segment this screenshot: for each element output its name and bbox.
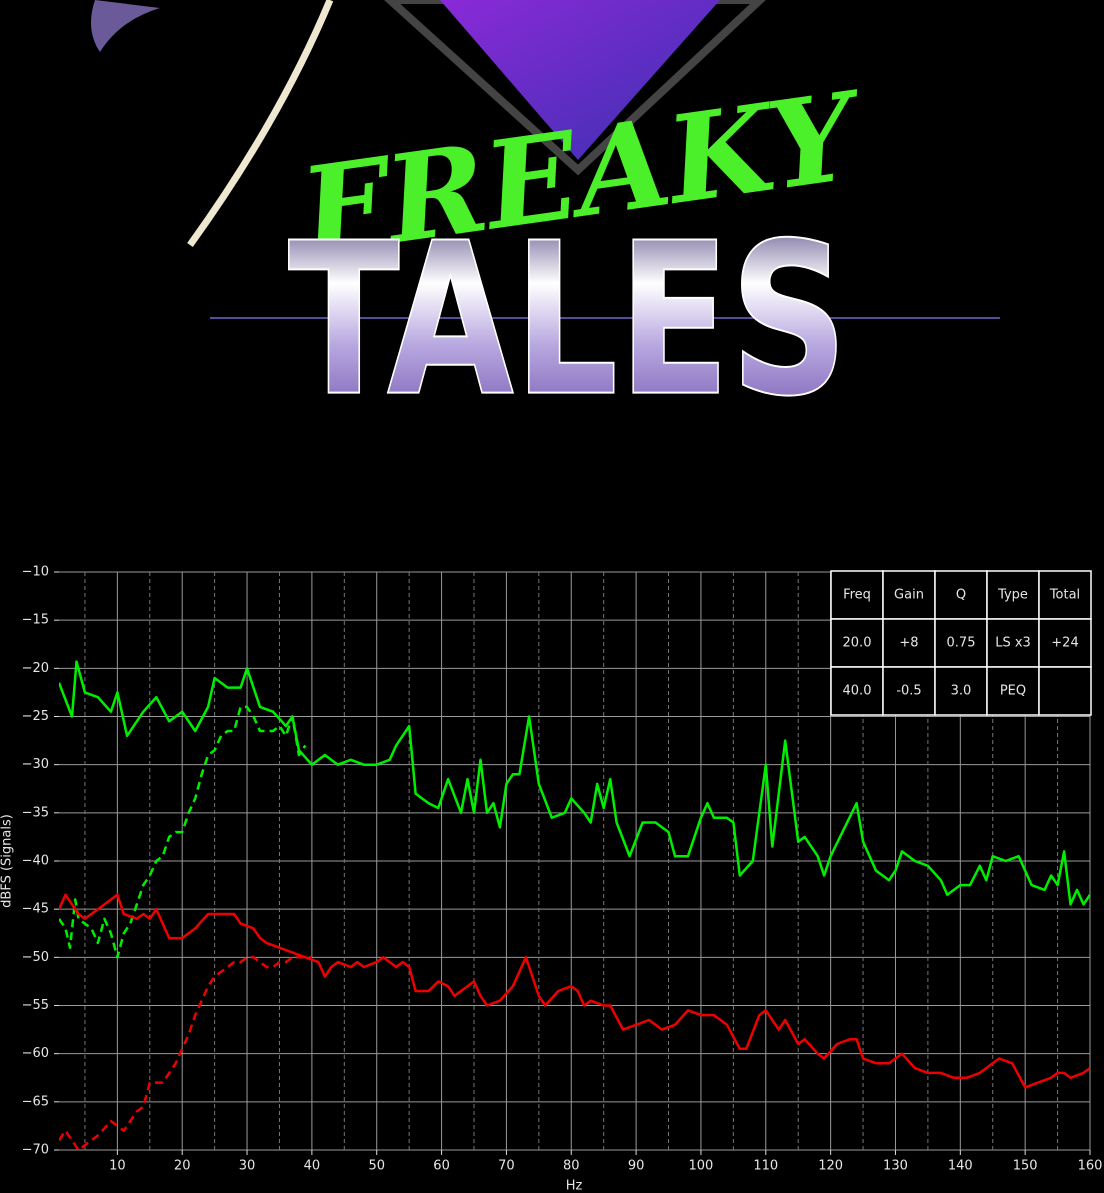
poster: FREAKY TALES [0,0,1104,545]
y-tick-label: −30 [22,757,49,772]
x-tick-label: 100 [689,1159,714,1174]
y-tick-label: −25 [22,709,49,724]
chart: Hz dBFS (Signals) −70 −65 −60 −55 −50 −45 −40 −… [0,565,1102,1193]
x-tick-label: 10 [109,1159,126,1174]
table-cell-text: 40.0 [843,684,872,699]
table-header: Gain [894,588,924,603]
table-cell-text: 20.0 [843,636,872,651]
table-cell-text: 3.0 [951,684,972,699]
y-tick-label: −60 [22,1046,49,1061]
y-tick-label: −70 [22,1143,49,1158]
table-cell-text: +24 [1051,636,1078,651]
y-tick-label: −65 [22,1094,49,1109]
y-tick-label: −40 [22,854,49,869]
table-cell-text: PEQ [1000,684,1026,699]
y-tick-label: −45 [22,902,49,917]
x-tick-label: 130 [883,1159,908,1174]
x-tick-label: 80 [563,1159,580,1174]
y-tick-label: −20 [22,661,49,676]
table-cell-text: +8 [899,636,918,651]
table-header: Total [1049,588,1080,603]
x-tick-label: 140 [948,1159,973,1174]
table-header: Q [956,588,966,603]
x-tick-label: 120 [818,1159,843,1174]
poster-triangle [440,0,720,160]
poster-frame [384,0,766,176]
poster-blade [187,0,334,248]
table-cell [830,666,884,716]
table-cell [882,570,936,620]
table-cell-text: LS x3 [995,636,1031,651]
series-line [59,893,1090,1089]
y-axis-label: dBFS (Signals) [0,814,15,908]
x-tick-label: 150 [1013,1159,1038,1174]
poster-subtitle: TALES [288,198,848,443]
table-cell [1038,666,1092,716]
y-tick-label: −15 [22,613,49,628]
y-tick-label: −50 [22,950,49,965]
x-tick-label: 50 [368,1159,385,1174]
table-header: Freq [843,588,871,603]
x-tick-label: 110 [753,1159,778,1174]
table-cell-text: -0.5 [896,684,921,699]
poster-axe [91,0,160,52]
x-tick-label: 160 [1078,1159,1103,1174]
x-tick-label: 90 [628,1159,645,1174]
table-header: Type [997,588,1028,603]
x-tick-label: 40 [304,1159,321,1174]
table-cell [934,666,988,716]
x-tick-label: 60 [433,1159,450,1174]
y-tick-label: −55 [22,998,49,1013]
x-axis-label: Hz [566,1179,583,1193]
y-tick-label: −35 [22,805,49,820]
y-tick-label: −10 [22,565,49,580]
x-tick-label: 20 [174,1159,191,1174]
x-tick-label: 70 [498,1159,515,1174]
series-line [59,660,1090,906]
series-line [59,956,312,1150]
table-cell [882,666,936,716]
table-cell [1038,618,1092,668]
x-tick-label: 30 [239,1159,256,1174]
series-line [59,705,307,959]
table-cell-text: 0.75 [947,636,976,651]
table-cell [830,618,884,668]
